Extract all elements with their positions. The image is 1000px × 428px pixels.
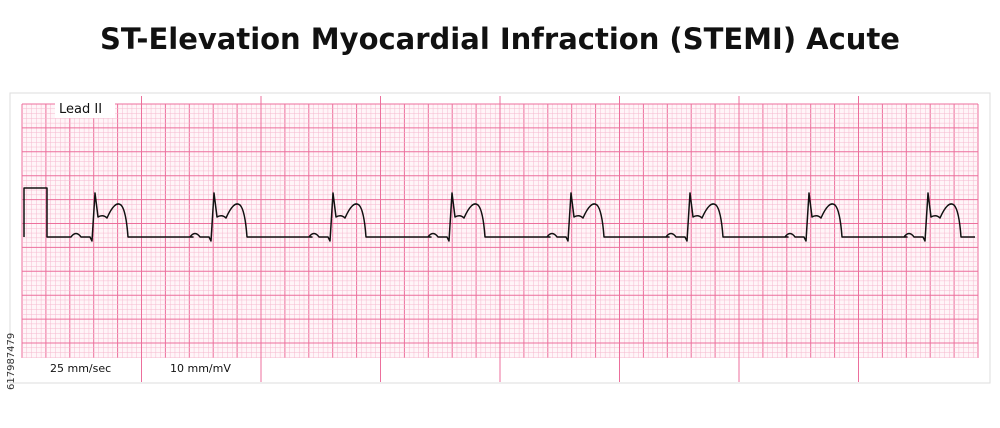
tall-markers <box>141 96 859 382</box>
lead-label: Lead II <box>59 102 102 117</box>
gain: 10 mm/mV <box>170 362 231 375</box>
page-title: ST-Elevation Myocardial Infraction (STEM… <box>100 22 900 56</box>
ecg-trace <box>23 187 975 242</box>
paper-speed: 25 mm/sec <box>50 362 111 375</box>
watermark-id: 617987479 <box>6 333 17 390</box>
lead-label-bg <box>55 98 115 118</box>
